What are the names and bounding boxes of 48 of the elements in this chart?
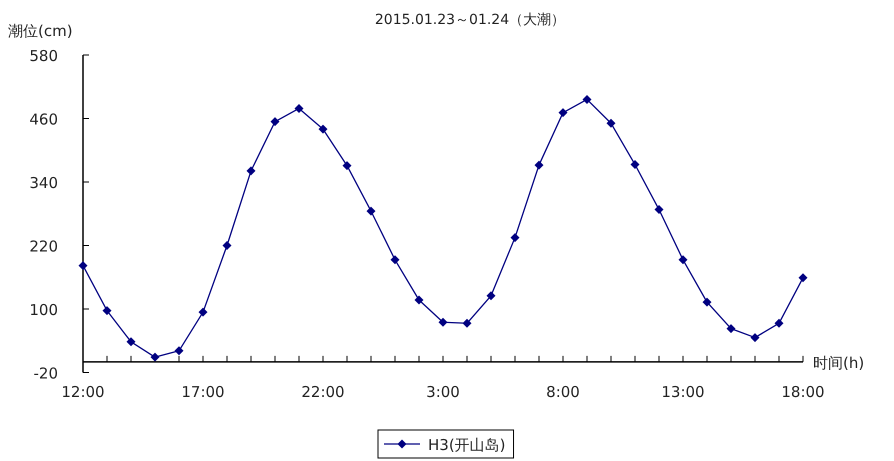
- y-tick-label: 220: [29, 238, 58, 256]
- point: [270, 117, 280, 126]
- point: [150, 352, 160, 362]
- y-tick-label: -20: [34, 364, 58, 382]
- point: [414, 296, 424, 305]
- point: [294, 104, 304, 113]
- point: [750, 333, 760, 342]
- point: [558, 108, 568, 118]
- x-tick-label: 18:00: [781, 383, 825, 401]
- point: [246, 166, 256, 176]
- point: [510, 233, 520, 242]
- x-tick-label: 22:00: [301, 383, 345, 401]
- x-tick-label: 13:00: [661, 383, 705, 401]
- point: [486, 291, 496, 300]
- chart-title: 2015.01.23～01.24（大潮）: [374, 12, 566, 28]
- point: [462, 318, 472, 328]
- point: [582, 94, 592, 104]
- x-tick-label: 3:00: [426, 383, 460, 401]
- legend-label: H3(开山岛): [428, 436, 506, 454]
- point: [438, 318, 448, 327]
- y-tick-label: 580: [29, 47, 58, 65]
- point: [198, 308, 208, 317]
- x-axis-title: 时间(h): [813, 354, 864, 372]
- point: [678, 255, 688, 264]
- point: [318, 124, 328, 134]
- point: [390, 255, 400, 264]
- point: [534, 160, 544, 170]
- x-tick-label: 17:00: [181, 383, 225, 401]
- point: [174, 346, 184, 356]
- x-tick-label: 8:00: [546, 383, 580, 401]
- point: [366, 206, 376, 216]
- point: [630, 160, 640, 170]
- point: [702, 298, 712, 307]
- point: [606, 118, 616, 128]
- x-tick-label: 12:00: [61, 383, 105, 401]
- point: [222, 241, 232, 250]
- point: [126, 337, 136, 346]
- point: [726, 324, 736, 334]
- y-tick-label: 100: [29, 301, 58, 319]
- point: [78, 261, 88, 270]
- point: [102, 306, 112, 316]
- point: [342, 161, 352, 170]
- point: [654, 205, 664, 214]
- y-tick-label: 340: [29, 174, 58, 192]
- y-axis-title: 潮位(cm): [8, 22, 73, 40]
- point: [798, 273, 808, 282]
- point: [774, 318, 784, 328]
- y-tick-label: 460: [29, 110, 58, 128]
